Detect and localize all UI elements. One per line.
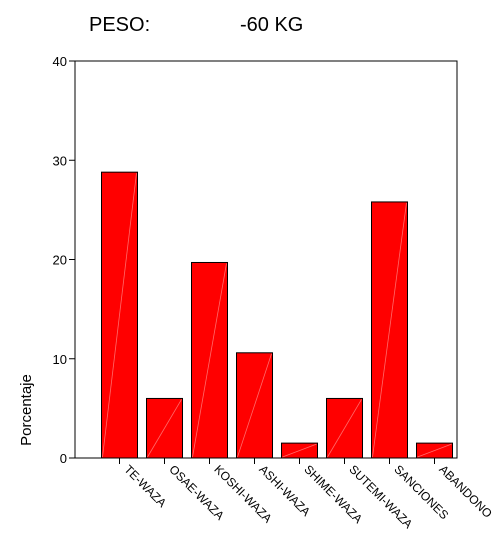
chart-title-value: -60 KG xyxy=(240,14,304,36)
bar-sheen xyxy=(372,202,407,458)
plot-area: 010203040TE-WAZAOSAE-WAZAKOSHI-WAZAASHI-… xyxy=(53,54,495,531)
y-tick-label: 20 xyxy=(53,253,67,268)
chart-title-label: PESO: xyxy=(89,14,151,36)
bar-sheen xyxy=(282,443,317,458)
bar-sheen xyxy=(102,173,137,458)
y-tick-label: 40 xyxy=(53,54,67,69)
bar-sheen xyxy=(237,353,272,458)
bar-sheen xyxy=(192,263,227,458)
y-tick-label: 0 xyxy=(60,451,67,466)
y-axis-label: Porcentaje xyxy=(18,374,35,446)
x-tick-label: TE-WAZA xyxy=(121,462,169,510)
y-tick-label: 10 xyxy=(53,352,67,367)
bar-sheen xyxy=(417,443,452,458)
bar-sheen xyxy=(327,399,362,458)
y-tick-label: 30 xyxy=(53,153,67,168)
bar-sheen xyxy=(147,399,182,458)
